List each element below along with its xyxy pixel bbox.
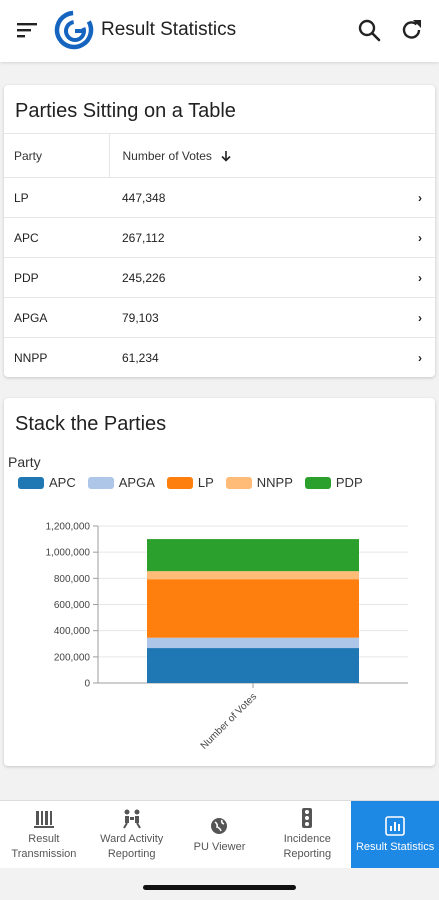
nav-item-ward-activity-reporting[interactable]: Ward Activity Reporting xyxy=(88,801,176,868)
chevron-right-icon[interactable]: › xyxy=(405,297,435,338)
chevron-right-icon[interactable]: › xyxy=(405,257,435,298)
chart-legend: APC APGA LP NNPP PDP xyxy=(18,475,375,490)
bar-segment-apga xyxy=(147,637,359,649)
app-logo xyxy=(54,10,94,50)
party-cell: LP xyxy=(4,177,109,218)
bar-segment-pdp xyxy=(147,539,359,572)
nav-item-result-transmission[interactable]: Result Transmission xyxy=(0,801,88,868)
nav-label: Ward Activity Reporting xyxy=(100,833,164,860)
gesture-area xyxy=(0,868,439,900)
y-tick-label: 800,000 xyxy=(54,574,91,585)
votes-column-label: Number of Votes xyxy=(122,148,212,163)
votes-table: Party Number of Votes LP 447,348 › APC xyxy=(4,133,435,377)
legend-item-apga[interactable]: APGA xyxy=(87,475,155,490)
legend-swatch xyxy=(304,476,331,489)
y-tick-label: 0 xyxy=(84,679,90,690)
menu-icon[interactable] xyxy=(16,20,38,40)
legend-label: LP xyxy=(197,475,214,490)
legend-item-nnpp[interactable]: NNPP xyxy=(225,475,293,490)
table-header-row: Party Number of Votes xyxy=(4,133,435,178)
app-title: Result Statistics xyxy=(101,19,237,40)
legend-label: NNPP xyxy=(256,475,293,490)
header-spacer xyxy=(405,133,435,178)
x-tick-label: Number of Votes xyxy=(199,691,259,751)
legend-swatch xyxy=(18,476,44,489)
votes-cell: 447,348 xyxy=(109,177,405,218)
bar-segment-nnpp xyxy=(147,571,359,580)
stack-chart-card: Stack the Parties Party APC APGA LP NNPP PDP… xyxy=(4,398,435,766)
nav-item-pu-viewer[interactable]: PU Viewer xyxy=(176,801,264,868)
votes-column-header[interactable]: Number of Votes xyxy=(109,133,405,178)
sort-descending-icon[interactable] xyxy=(221,150,231,162)
party-cell: NNPP xyxy=(4,337,109,377)
y-tick-label: 1,000,000 xyxy=(46,548,91,559)
legend-item-lp[interactable]: LP xyxy=(166,475,214,490)
votes-cell: 267,112 xyxy=(109,217,405,258)
nav-label: Result Transmission xyxy=(11,833,77,860)
nav-item-result-statistics[interactable]: Result Statistics xyxy=(351,801,439,868)
parties-table-card: Parties Sitting on a Table Party Number … xyxy=(4,85,435,377)
party-cell: PDP xyxy=(4,257,109,298)
globe-icon xyxy=(211,817,228,834)
legend-item-apc[interactable]: APC xyxy=(18,475,76,490)
party-cell: APC xyxy=(4,217,109,258)
table-card-title: Parties Sitting on a Table xyxy=(15,100,236,122)
legend-label: APGA xyxy=(118,475,155,490)
legend-title: Party xyxy=(8,454,41,470)
chevron-right-icon[interactable]: › xyxy=(405,337,435,377)
legend-label: PDP xyxy=(335,475,363,490)
table-row[interactable]: NNPP 61,234 › xyxy=(4,337,435,377)
chevron-right-icon[interactable]: › xyxy=(405,177,435,218)
transmission-icon xyxy=(33,811,54,828)
traffic-light-icon xyxy=(302,808,313,828)
legend-swatch xyxy=(87,476,114,489)
stacked-bar-chart: 0 200,000 400,000 600,000 800,000 1,000,000 1,… xyxy=(46,522,408,752)
votes-cell: 79,103 xyxy=(109,297,405,338)
bar-chart-icon xyxy=(385,815,405,836)
y-tick-label: 400,000 xyxy=(54,626,91,637)
table-row[interactable]: APGA 79,103 › xyxy=(4,297,435,338)
nav-item-incidence-reporting[interactable]: Incidence Reporting xyxy=(263,801,351,868)
legend-label: APC xyxy=(49,475,76,490)
legend-swatch xyxy=(225,476,252,489)
bar-segment-lp xyxy=(147,579,359,638)
refresh-icon[interactable] xyxy=(399,17,425,43)
chart-card-title: Stack the Parties xyxy=(15,413,167,435)
table-row[interactable]: APC 267,112 › xyxy=(4,217,435,258)
home-indicator[interactable] xyxy=(143,885,296,890)
y-tick-label: 200,000 xyxy=(54,652,91,663)
legend-item-pdp[interactable]: PDP xyxy=(304,475,363,490)
bottom-navigation: Result Transmission Ward Activity Reporti… xyxy=(0,800,439,868)
table-row[interactable]: LP 447,348 › xyxy=(4,177,435,218)
party-cell: APGA xyxy=(4,297,109,338)
legend-swatch xyxy=(166,476,193,489)
search-icon[interactable] xyxy=(356,17,382,43)
nav-label: PU Viewer xyxy=(193,840,246,853)
y-tick-label: 1,200,000 xyxy=(46,522,91,533)
votes-cell: 61,234 xyxy=(109,337,405,377)
bar-segment-apc xyxy=(147,648,359,683)
app-bar: Result Statistics xyxy=(0,0,439,62)
nav-label: Incidence Reporting xyxy=(283,833,332,860)
table-row[interactable]: PDP 245,226 › xyxy=(4,257,435,298)
votes-cell: 245,226 xyxy=(109,257,405,298)
party-column-header[interactable]: Party xyxy=(4,133,110,178)
nav-label: Result Statistics xyxy=(355,840,435,853)
people-icon xyxy=(122,809,141,829)
chevron-right-icon[interactable]: › xyxy=(405,217,435,258)
y-tick-label: 600,000 xyxy=(54,600,91,611)
